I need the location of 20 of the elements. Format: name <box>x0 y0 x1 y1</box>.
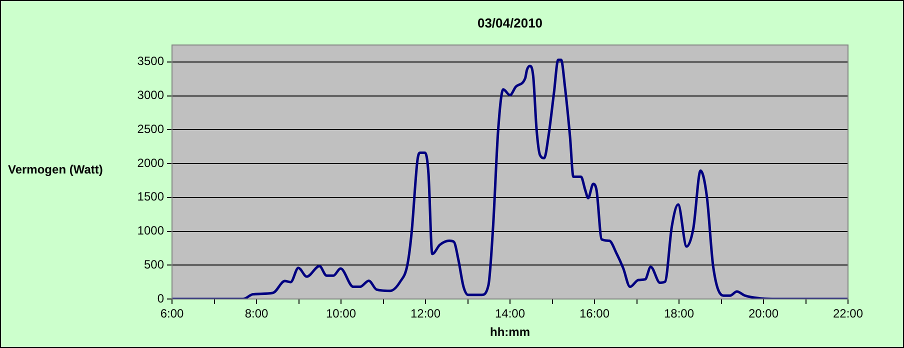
x-tick-label: 12:00 <box>410 306 441 321</box>
x-tick-label: 8:00 <box>244 306 268 321</box>
x-tick-label: 22:00 <box>832 306 864 321</box>
y-tick-label: 1500 <box>137 190 164 204</box>
x-tick-label: 20:00 <box>748 306 779 321</box>
y-tick-label: 2000 <box>137 156 164 170</box>
y-tick-label: 3500 <box>137 54 164 68</box>
x-tick-label: 10:00 <box>326 306 356 321</box>
x-tick-label: 16:00 <box>579 306 610 321</box>
y-axis-title: Vermogen (Watt) <box>8 162 103 176</box>
x-tick-label: 14:00 <box>494 306 526 321</box>
y-tick-label: 2500 <box>137 122 164 136</box>
y-tick-label: 1000 <box>137 224 164 238</box>
x-tick-label: 6:00 <box>160 306 184 321</box>
x-axis-title: hh:mm <box>490 325 530 340</box>
y-tick-label: 0 <box>157 291 164 306</box>
y-tick-label: 500 <box>144 257 164 272</box>
x-tick-label: 18:00 <box>664 306 694 321</box>
chart-title: 03/04/2010 <box>477 16 543 31</box>
y-tick-label: 3000 <box>137 88 164 102</box>
